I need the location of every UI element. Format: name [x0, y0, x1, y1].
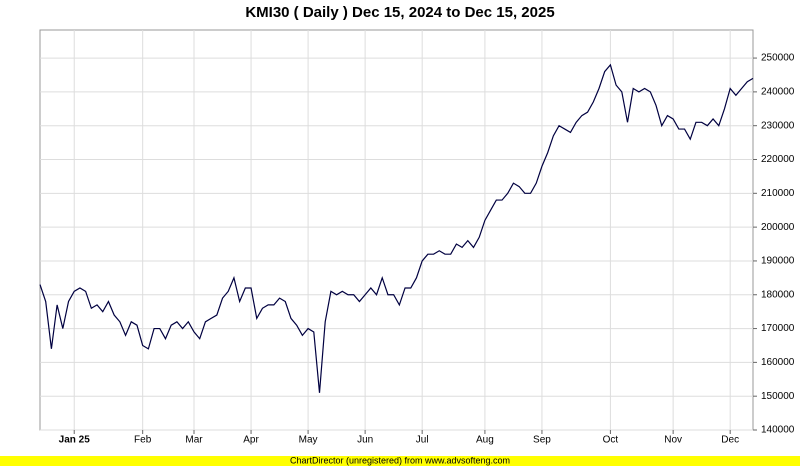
x-tick-label: Feb [134, 435, 152, 446]
y-tick-label: 250000 [761, 53, 795, 64]
x-tick-label: May [299, 435, 318, 446]
y-tick-label: 230000 [761, 120, 795, 131]
x-tick-label: Jan 25 [59, 435, 91, 446]
footer: ChartDirector (unregistered) from www.ad… [290, 455, 510, 465]
y-tick-label: 180000 [761, 289, 795, 300]
y-tick-label: 170000 [761, 323, 795, 334]
x-tick-label: Apr [243, 435, 259, 446]
x-tick-label: Aug [476, 435, 494, 446]
x-tick-label: Sep [533, 435, 551, 446]
x-tick-label: Jun [357, 435, 373, 446]
y-tick-label: 240000 [761, 87, 795, 98]
y-tick-label: 210000 [761, 188, 795, 199]
y-tick-label: 150000 [761, 391, 795, 402]
x-tick-label: Oct [603, 435, 619, 446]
y-tick-label: 220000 [761, 154, 795, 165]
x-tick-label: Jul [416, 435, 429, 446]
x-tick-label: Nov [664, 435, 682, 446]
plot-area [39, 29, 754, 431]
x-tick-label: Dec [721, 435, 739, 446]
footer-bar [0, 456, 800, 466]
y-tick-label: 140000 [761, 425, 795, 436]
y-tick-label: 190000 [761, 256, 795, 267]
chart-title: KMI30 ( Daily ) Dec 15, 2024 to Dec 15, … [245, 4, 554, 21]
y-tick-label: 160000 [761, 357, 795, 368]
x-tick-label: Mar [185, 435, 203, 446]
y-tick-label: 200000 [761, 222, 795, 233]
price-line [39, 63, 754, 393]
